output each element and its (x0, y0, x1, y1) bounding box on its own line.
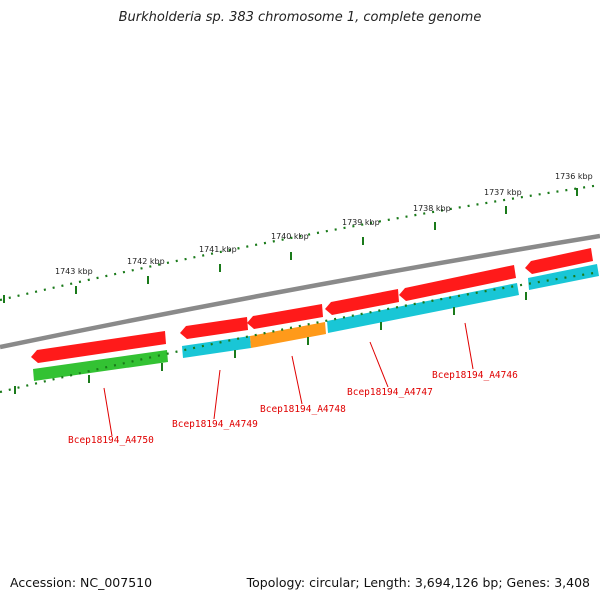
page-title: Burkholderia sp. 383 chromosome 1, compl… (118, 10, 482, 25)
accession-text: Accession: NC_007510 (10, 575, 153, 590)
kbp-label: 1740 kbp (271, 232, 309, 241)
chromosome-backbone (0, 233, 600, 350)
leader-line (464, 322, 474, 370)
gene-feature-a4748 (250, 322, 326, 348)
gene-feature-a4746 (528, 264, 599, 290)
gene-feature-a4750 (33, 350, 168, 381)
cds-feature (247, 304, 323, 329)
gene-labels: Bcep18194_A4750 Bcep18194_A4749 Bcep1819… (68, 370, 518, 446)
outer-ruler-ticks (3, 188, 578, 303)
cds-feature (399, 265, 516, 301)
leader-line (103, 387, 113, 437)
cds-feature (325, 289, 399, 315)
gene-track (33, 264, 599, 381)
leader-line (369, 341, 389, 388)
cds-feature (525, 248, 593, 274)
kbp-label: 1742 kbp (127, 257, 165, 266)
topology-text: Topology: circular; Length: 3,694,126 bp… (246, 575, 590, 590)
gene-label: Bcep18194_A4750 (68, 435, 154, 446)
kbp-label: 1738 kbp (413, 204, 451, 213)
gene-feature-a4749 (182, 336, 251, 358)
gene-label: Bcep18194_A4749 (172, 419, 258, 430)
kbp-label: 1737 kbp (484, 188, 522, 197)
cds-track (31, 248, 593, 363)
kbp-label: 1739 kbp (342, 218, 380, 227)
inner-ruler-track (0, 270, 600, 394)
label-leaders (103, 322, 474, 437)
kbp-labels: 1743 kbp 1742 kbp 1741 kbp 1740 kbp 1739… (55, 172, 593, 276)
inner-ruler-ticks (14, 292, 527, 394)
leader-line (213, 369, 221, 420)
cds-feature (180, 317, 248, 339)
kbp-label: 1741 kbp (199, 245, 237, 254)
outer-ruler-track (0, 183, 600, 302)
gene-label: Bcep18194_A4747 (347, 387, 433, 398)
gene-label: Bcep18194_A4748 (260, 404, 346, 415)
gene-label: Bcep18194_A4746 (432, 370, 518, 381)
gene-feature-a4747 (327, 283, 519, 333)
kbp-label: 1743 kbp (55, 267, 93, 276)
leader-line (291, 355, 303, 405)
cds-feature (31, 331, 166, 363)
kbp-label: 1736 kbp (555, 172, 593, 181)
